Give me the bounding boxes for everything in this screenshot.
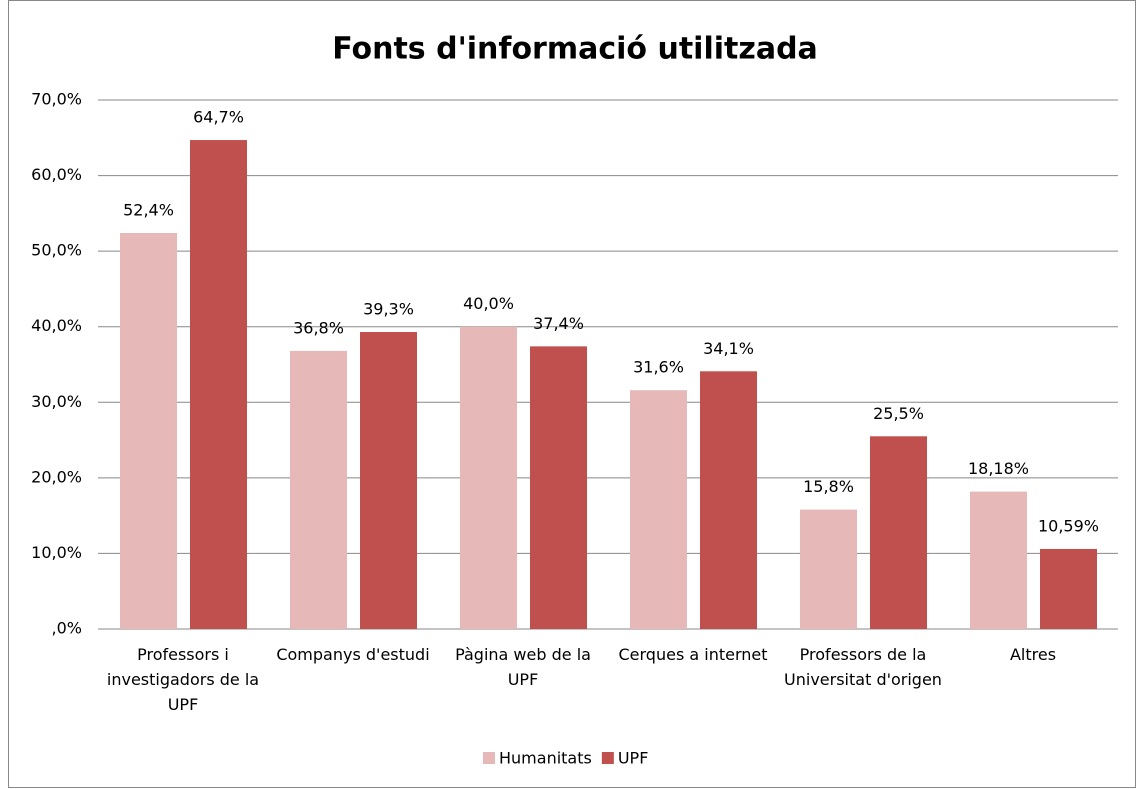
x-tick-label-box: Cerques a internet (618, 645, 768, 664)
data-label: 40,0% (463, 294, 514, 313)
x-tick-label: Professors de la Universitat d'origen (784, 645, 942, 689)
data-label: 25,5% (873, 404, 924, 423)
bar (630, 390, 687, 629)
x-tick-label: Pàgina web de la UPF (455, 645, 591, 689)
bar (1040, 548, 1097, 629)
bar (120, 233, 177, 629)
y-tick-label: ,0% (52, 619, 82, 638)
x-tick-label-box: Professors de la Universitat d'origen (784, 645, 942, 689)
x-tick-label: Professors i investigadors de la UPF (106, 645, 260, 714)
chart-title: Fonts d'informació utilitzada (332, 32, 818, 67)
bar (870, 436, 927, 629)
legend-swatch (483, 752, 495, 764)
x-tick-label: Companys d'estudi (276, 645, 430, 664)
bar (530, 346, 587, 629)
bar (290, 350, 347, 629)
y-tick-label: 30,0% (31, 392, 82, 411)
bar (800, 509, 857, 629)
x-tick-label: Altres (1009, 645, 1057, 664)
data-label: 52,4% (123, 201, 174, 220)
bar (700, 371, 757, 629)
bar (190, 140, 247, 629)
data-label: 31,6% (633, 358, 684, 377)
data-label: 34,1% (703, 339, 754, 358)
x-tick-label-box: Pàgina web de la UPF (455, 645, 591, 689)
x-tick-label-box: Companys d'estudi (276, 645, 430, 664)
data-label: 39,3% (363, 300, 414, 319)
bar (360, 332, 417, 629)
data-label: 18,18% (968, 459, 1029, 478)
y-tick-label: 70,0% (31, 90, 82, 109)
x-tick-label: Cerques a internet (618, 645, 768, 664)
data-label: 37,4% (533, 314, 584, 333)
bar (460, 326, 517, 629)
legend-label: UPF (618, 749, 649, 768)
x-tick-label-box: Altres (1009, 645, 1057, 664)
data-label: 36,8% (293, 318, 344, 337)
y-tick-label: 20,0% (31, 467, 82, 486)
y-tick-label: 50,0% (31, 241, 82, 260)
bar (970, 491, 1027, 629)
data-label: 10,59% (1038, 516, 1099, 535)
legend-swatch (601, 752, 614, 764)
data-label: 15,8% (803, 477, 854, 496)
data-label: 64,7% (193, 108, 244, 127)
legend-label: Humanitats (499, 749, 592, 768)
y-tick-label: 10,0% (31, 543, 82, 562)
y-tick-label: 60,0% (31, 165, 82, 184)
x-tick-label-box: Professors i investigadors de la UPF (106, 645, 260, 714)
y-tick-label: 40,0% (31, 316, 82, 335)
